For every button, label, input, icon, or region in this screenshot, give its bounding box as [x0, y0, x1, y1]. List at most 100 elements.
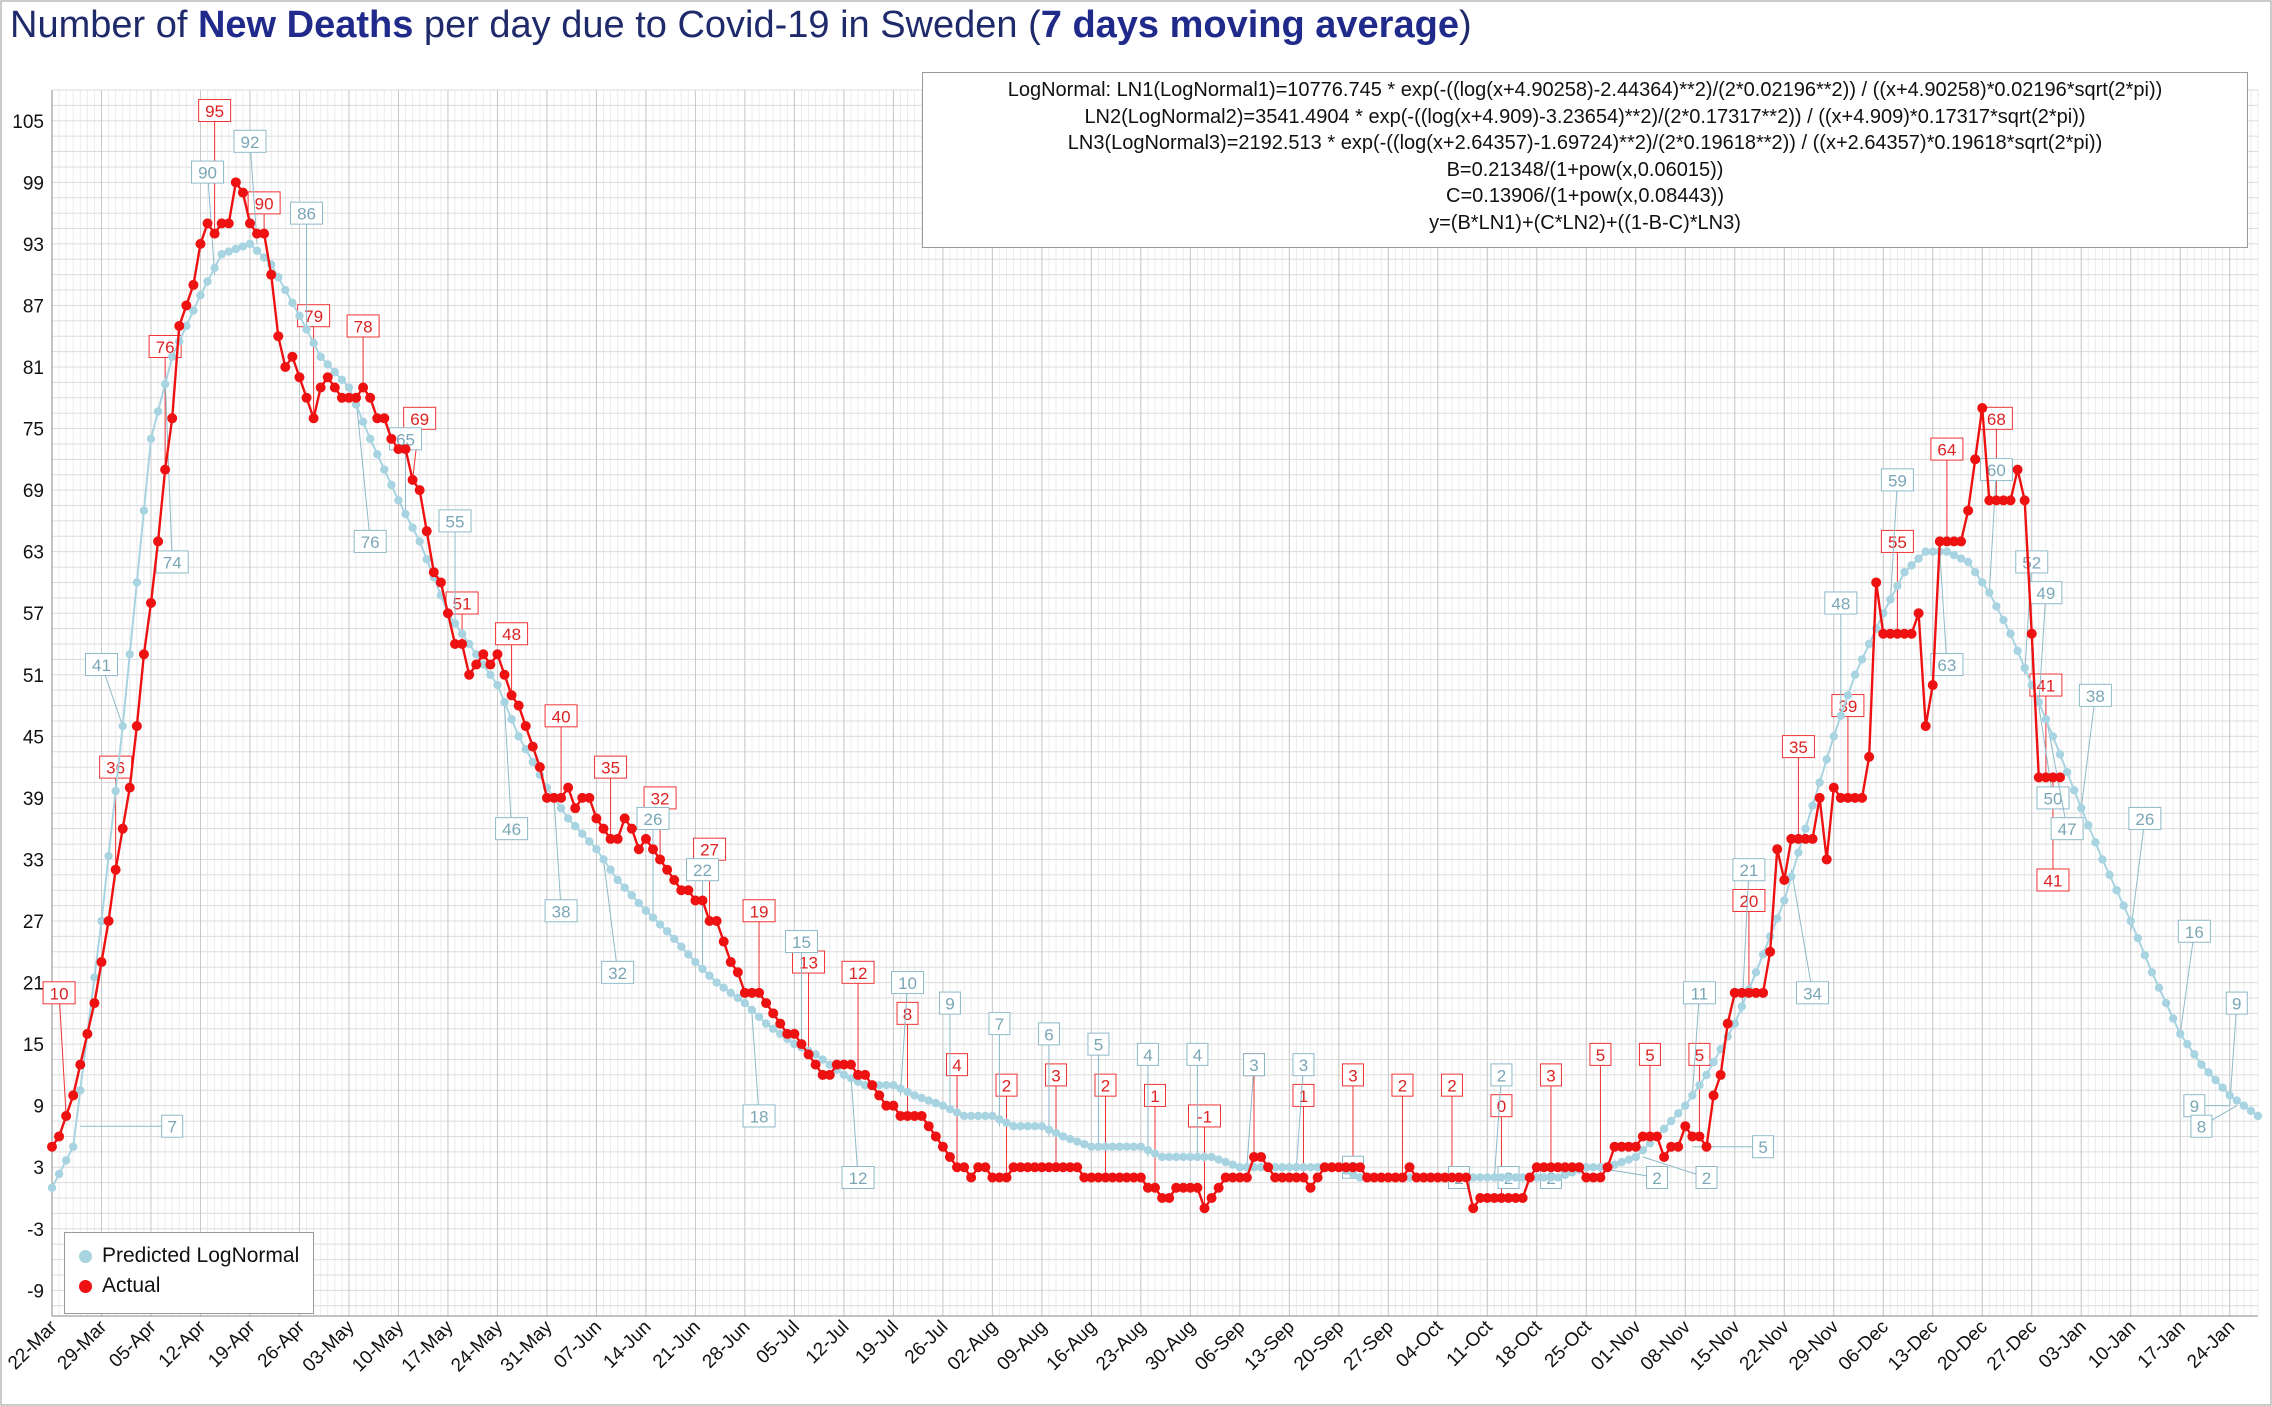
data-point-actual: [754, 987, 765, 998]
data-point-predicted: [776, 1029, 785, 1039]
data-point-actual: [1503, 1193, 1514, 1204]
data-point-predicted: [302, 325, 311, 334]
annotation-label: 2: [1002, 1077, 1011, 1096]
data-point-actual: [980, 1162, 991, 1173]
annotation-label: 4: [1143, 1046, 1152, 1065]
annotation-label: 9: [945, 995, 954, 1014]
x-tick-label: 18-Oct: [1491, 1316, 1547, 1372]
data-point-predicted: [1129, 1142, 1138, 1151]
data-point-actual: [1065, 1162, 1076, 1173]
annotation-box: [438, 509, 472, 533]
annotation-label: 9: [2232, 995, 2241, 1014]
data-point-predicted: [1115, 1142, 1124, 1151]
annotation-box: [1682, 981, 1716, 1005]
data-point-actual: [1673, 1141, 1684, 1152]
annotation-label: 76: [156, 338, 175, 357]
data-point-predicted: [2126, 916, 2135, 926]
data-point-actual: [1807, 833, 1818, 844]
data-point-actual: [633, 844, 644, 855]
data-point-actual: [1687, 1131, 1698, 1142]
data-point-predicted: [358, 417, 368, 426]
data-point-actual: [1793, 833, 1804, 844]
data-point-predicted: [344, 383, 354, 392]
annotation-leader: [2130, 818, 2146, 932]
data-point-predicted: [1143, 1145, 1153, 1155]
data-point-actual: [1411, 1172, 1422, 1183]
data-point-actual: [1560, 1162, 1571, 1173]
data-point-predicted: [2168, 1014, 2178, 1023]
data-point-actual: [746, 987, 757, 998]
x-tick-label: 03-Jan: [2035, 1317, 2091, 1373]
data-point-actual: [450, 639, 461, 650]
data-point-predicted: [1207, 1152, 1216, 1162]
data-point-actual: [1644, 1131, 1655, 1142]
annotation-label: 2: [1101, 1077, 1110, 1096]
data-point-actual: [1984, 495, 1995, 506]
data-point-actual: [803, 1049, 814, 1060]
data-point-predicted: [1009, 1122, 1018, 1131]
data-point-actual: [1157, 1193, 1168, 1204]
data-point-predicted: [726, 988, 735, 998]
annotation-label: 68: [1987, 410, 2006, 429]
data-point-actual: [54, 1131, 65, 1142]
data-point-predicted: [1186, 1152, 1195, 1162]
annotation-box: [2036, 868, 2070, 892]
annotation-label: 4: [952, 1056, 961, 1075]
data-point-actual: [1256, 1151, 1267, 1162]
annotation-leader: [603, 859, 619, 973]
data-point-predicted: [2006, 629, 2015, 638]
data-point-predicted: [1504, 1173, 1513, 1182]
annotation-box: [1688, 1042, 1711, 1066]
data-point-actual: [513, 700, 524, 711]
data-point-predicted: [69, 1142, 78, 1151]
annotation-leader: [2024, 561, 2033, 675]
data-point-predicted: [528, 757, 537, 767]
data-point-predicted: [2048, 732, 2058, 741]
data-point-predicted: [1914, 554, 1923, 563]
data-point-actual: [1263, 1162, 1274, 1173]
data-point-actual: [796, 1039, 807, 1050]
data-point-actual: [1871, 577, 1882, 588]
formula-line: C=0.13906/(1+pow(x,0.08443)): [1446, 185, 1724, 208]
data-point-actual: [1454, 1172, 1465, 1183]
annotation-leader: [1691, 992, 1700, 1096]
annotation-label: 48: [1831, 594, 1850, 613]
data-point-actual: [1093, 1172, 1104, 1183]
data-point-predicted: [2183, 1039, 2192, 1049]
data-point-predicted: [408, 523, 417, 532]
annotation-label: 0: [1497, 1097, 1506, 1116]
data-point-predicted: [1674, 1109, 1683, 1118]
data-point-actual: [1461, 1172, 1472, 1183]
data-point-actual: [131, 721, 142, 732]
data-point-predicted: [882, 1080, 891, 1090]
data-point-actual: [1956, 536, 1967, 547]
data-point-actual: [1001, 1172, 1012, 1183]
data-point-predicted: [1985, 588, 1994, 597]
data-point-actual: [1326, 1162, 1337, 1173]
annotation-label: 32: [608, 964, 627, 983]
data-point-predicted: [839, 1070, 849, 1080]
data-point-predicted: [818, 1055, 827, 1064]
annotation-label: 35: [1789, 738, 1808, 757]
data-point-predicted: [1058, 1132, 1068, 1141]
data-point-actual: [1885, 628, 1896, 639]
data-point-actual: [1241, 1172, 1252, 1183]
data-point-actual: [1878, 628, 1889, 639]
data-point-predicted: [457, 629, 467, 638]
data-point-actual: [1135, 1172, 1146, 1183]
data-point-actual: [527, 741, 538, 752]
data-point-predicted: [1221, 1157, 1230, 1167]
data-point-predicted: [288, 298, 297, 308]
annotation-label: 47: [2058, 820, 2077, 839]
data-point-actual: [138, 649, 149, 660]
data-point-actual: [1510, 1193, 1521, 1204]
x-tick-label: 31-May: [497, 1316, 557, 1376]
data-point-actual: [612, 833, 623, 844]
data-point-predicted: [1596, 1163, 1605, 1172]
annotation-label: 38: [552, 902, 571, 921]
annotation-label: 5: [1094, 1036, 1103, 1055]
data-point-predicted: [281, 285, 290, 295]
data-point-actual: [817, 1069, 828, 1080]
data-point-actual: [1178, 1182, 1189, 1193]
data-point-predicted: [733, 993, 743, 1003]
